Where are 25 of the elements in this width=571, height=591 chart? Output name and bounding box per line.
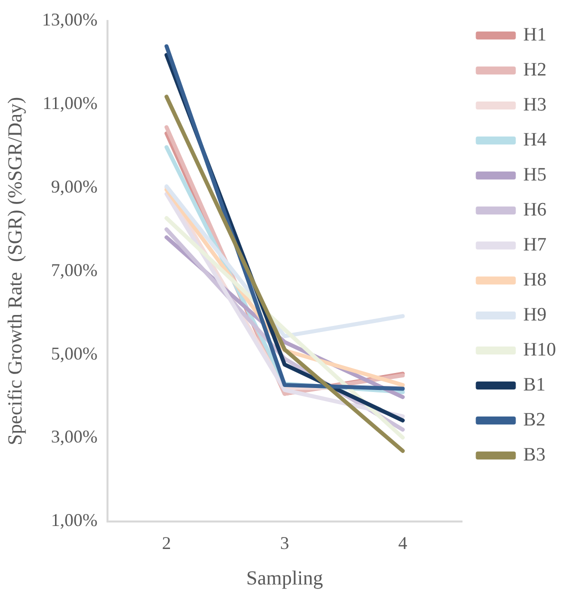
- y-tick-label: 7,00%: [50, 260, 98, 280]
- legend-label: H4: [523, 129, 547, 150]
- legend-label: H9: [523, 304, 547, 326]
- legend-label: B3: [523, 444, 546, 466]
- y-tick-label: 13,00%: [42, 10, 98, 30]
- y-tick-label: 3,00%: [50, 426, 98, 447]
- x-tick-label: 2: [162, 532, 172, 553]
- y-tick-label: 5,00%: [50, 343, 98, 364]
- y-tick-label: 1,00%: [50, 510, 98, 530]
- legend-label: H3: [523, 94, 547, 116]
- y-axis-title: Specific Growth Rate (SGR) (%SGR/Day): [4, 96, 26, 446]
- legend-label: B1: [523, 374, 546, 396]
- legend-label: B2: [523, 409, 546, 430]
- x-axis-title: Sampling: [246, 567, 323, 590]
- legend-label: H1: [523, 24, 547, 46]
- x-tick-label: 3: [280, 532, 290, 553]
- y-tick-label: 9,00%: [50, 176, 98, 196]
- legend-label: H5: [523, 164, 547, 186]
- legend-label: H2: [523, 59, 547, 80]
- legend-label: H7: [523, 234, 547, 256]
- legend-label: H6: [523, 199, 547, 220]
- x-tick-label: 4: [398, 532, 408, 553]
- legend-label: H10: [523, 339, 556, 360]
- legend-label: H8: [523, 269, 547, 290]
- y-tick-label: 11,00%: [42, 92, 98, 113]
